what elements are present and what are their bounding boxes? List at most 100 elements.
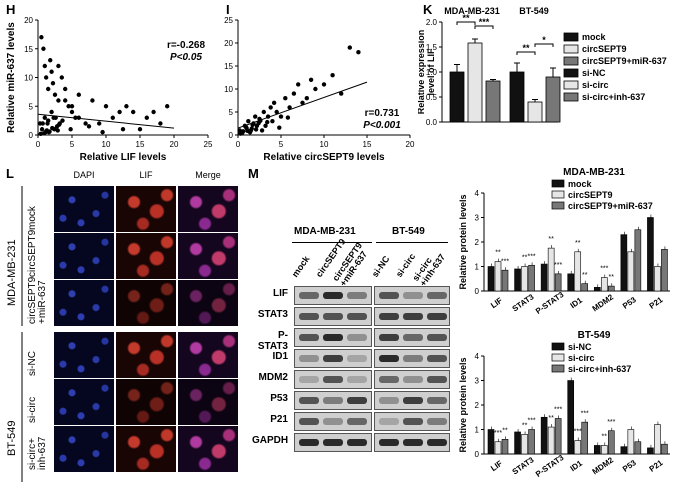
scatter-point	[59, 75, 64, 80]
y-tick-label: 1.5	[426, 43, 438, 52]
blot-band	[427, 334, 447, 341]
bar-circSEPT9+miR-637	[485, 80, 501, 123]
protein-label: P21	[270, 414, 288, 425]
y-tick-label: 0	[475, 450, 480, 459]
sig-label: **	[582, 272, 588, 279]
legend-label: mock	[568, 179, 593, 189]
bar-si-circ+inh-637	[661, 443, 668, 455]
scatter-point	[56, 98, 61, 103]
fit-line	[237, 81, 368, 129]
micro-cell	[54, 233, 114, 279]
scatter-point	[278, 114, 284, 119]
bar-si-circ	[627, 429, 635, 455]
sig-label: **	[522, 43, 530, 53]
bar-mock	[487, 266, 495, 292]
sig-label: ***	[581, 410, 589, 417]
scatter-point	[271, 100, 277, 106]
blot-band	[403, 355, 423, 362]
blot-band	[427, 292, 447, 299]
bar-mock	[449, 71, 465, 123]
group-brackets	[21, 186, 23, 482]
bar-circSEPT9+miR-637	[528, 264, 535, 292]
bar-circSEPT9	[494, 261, 502, 292]
scatter-point	[296, 82, 301, 87]
legend-swatch	[551, 364, 565, 373]
micro-cell	[54, 379, 114, 425]
blot-band	[403, 334, 423, 341]
col-merge-label: Merge	[195, 170, 221, 180]
scatter-point	[103, 104, 109, 109]
bar-si-NC	[620, 446, 628, 455]
scatter-point	[55, 128, 60, 133]
scatter-point	[253, 114, 258, 119]
y-tick-label: 0.5	[426, 93, 438, 102]
bar-circSEPT9+miR-637	[607, 285, 615, 292]
blot-strip	[374, 349, 450, 368]
bar-mock	[620, 234, 628, 292]
x-tick-label: P21	[648, 295, 665, 311]
micro-cell	[178, 280, 238, 326]
micro-cell	[54, 186, 114, 232]
scatter-point	[265, 119, 270, 125]
blot-band	[323, 334, 343, 341]
sig-label: **	[522, 423, 528, 430]
x-tick-label: 20	[406, 140, 415, 149]
bar-si-circ+inh-637	[634, 441, 642, 455]
scatter-point	[48, 58, 53, 63]
scatter-point	[120, 127, 126, 132]
x-tick-label: 10	[102, 140, 111, 149]
micro-cell	[116, 233, 176, 279]
scatter-point	[330, 73, 335, 78]
sig-bracket	[474, 25, 494, 29]
scatter-point	[62, 98, 68, 103]
micro-cell	[54, 426, 114, 472]
scatter-point	[246, 119, 251, 124]
sig-label: ***	[494, 430, 502, 437]
bar-si-circ+inh-637	[554, 418, 562, 455]
scatter-point	[60, 118, 65, 123]
protein-label: MDM2	[258, 372, 288, 383]
r-value: r=-0.268	[167, 40, 206, 51]
blot-band	[379, 292, 399, 299]
blot-strip	[374, 328, 450, 347]
blot-band	[323, 292, 343, 299]
scatter-point	[76, 115, 82, 120]
blot-band	[347, 313, 367, 320]
chart-title: MDA-MB-231	[563, 167, 625, 178]
sig-label: **	[502, 427, 508, 434]
blot-band	[379, 334, 399, 341]
legend-label: circSEPT9+miR-637	[582, 56, 667, 66]
y-tick-label: 4	[475, 189, 480, 198]
sig-label: ***	[501, 258, 509, 265]
chart-title: BT-549	[578, 330, 611, 341]
y-tick-label: 3	[475, 377, 480, 386]
fit-line	[37, 113, 175, 129]
y-tick-label: 10	[24, 74, 33, 83]
y-tick-label: 2	[475, 238, 480, 247]
blot-band	[323, 397, 343, 404]
legend-swatch	[563, 68, 579, 78]
bar-si-NC	[487, 429, 495, 455]
blot-band	[379, 439, 399, 446]
legend-swatch	[563, 92, 579, 102]
legend-swatch	[563, 32, 579, 42]
y-tick-label: 1	[475, 263, 480, 272]
micro-cell	[178, 332, 238, 378]
x-tick-label: 25	[204, 140, 213, 149]
sig-label: ***	[600, 266, 608, 273]
y-axis-label: Relative protein levels	[458, 194, 468, 289]
scatter-point	[62, 86, 68, 92]
blot-band	[299, 355, 319, 362]
scatter-point	[66, 104, 71, 109]
x-tick-label: ID1	[569, 295, 585, 310]
y-tick-label: 0	[229, 131, 234, 140]
blot-strip	[374, 286, 450, 305]
sig-bracket	[534, 43, 554, 47]
bar-circSEPT9+miR-637	[501, 269, 509, 292]
bar-si-circ	[527, 101, 543, 123]
y-tick-label: 5	[29, 102, 34, 111]
scatter-point	[46, 86, 51, 92]
blot-band	[379, 376, 399, 383]
legend-label: si-circ	[568, 353, 595, 363]
scatter-point	[56, 122, 62, 127]
